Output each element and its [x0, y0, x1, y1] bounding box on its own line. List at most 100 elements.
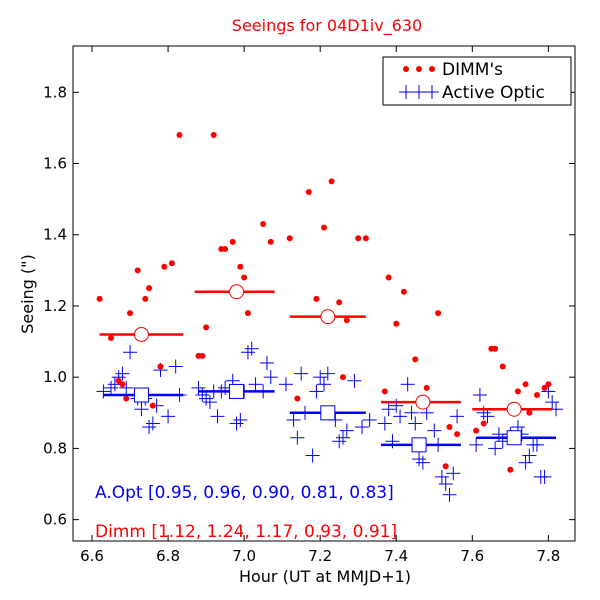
active-optic-point: [134, 402, 149, 417]
active-optic-point: [434, 469, 449, 484]
aopt-means-annotation: A.Opt [0.95, 0.96, 0.90, 0.81, 0.83]: [95, 483, 394, 503]
dimm-point: [381, 388, 388, 395]
active-optic-point: [294, 366, 309, 381]
active-optic-point: [404, 405, 419, 420]
active-optic-point: [381, 402, 396, 417]
legend-active-optic-marker: [425, 85, 439, 99]
active-optic-point: [389, 398, 404, 413]
dimm-point: [241, 274, 248, 281]
dimm-point: [199, 352, 206, 359]
dimm-mean-marker: [229, 284, 245, 300]
active-optic-point: [104, 380, 119, 395]
y-tick-label: 1.0: [43, 368, 67, 386]
active-optic-point: [472, 387, 487, 402]
dimm-point: [115, 377, 122, 384]
dimm-point: [168, 260, 175, 267]
active-optic-point: [518, 455, 533, 470]
dimm-point: [210, 132, 217, 139]
active-optic-point: [412, 452, 427, 467]
dimm-point: [146, 285, 153, 292]
dimm-point: [328, 178, 335, 185]
dimm-point: [305, 189, 312, 196]
legend-markers: [399, 66, 439, 99]
y-tick-label: 1.2: [43, 297, 67, 315]
dimm-point: [393, 320, 400, 327]
active-optic-point: [385, 434, 400, 449]
dimm-point: [119, 381, 126, 388]
y-tick-label: 0.6: [43, 511, 67, 529]
active-optic-point: [427, 423, 442, 438]
aopt-mean-marker: [411, 437, 427, 453]
active-optic-point: [415, 455, 430, 470]
active-optic-point: [336, 430, 351, 445]
dimm-point: [336, 299, 343, 306]
active-optic-point: [244, 341, 259, 356]
legend-active-optic-marker: [412, 85, 426, 99]
dimm-point: [362, 235, 369, 242]
y-tick-label: 1.8: [43, 83, 67, 101]
active-optic-point: [320, 366, 335, 381]
dimm-point: [355, 235, 362, 242]
active-optic-point: [442, 487, 457, 502]
chart-title: Seeings for 04D1iv_630: [232, 16, 422, 36]
dimm-point: [514, 388, 521, 395]
active-optic-point: [537, 469, 552, 484]
active-optic-point: [210, 409, 225, 424]
dimm-mean-marker: [133, 326, 149, 342]
legend-dimm-marker: [416, 66, 422, 72]
active-optic-point: [123, 345, 138, 360]
dimm-point: [108, 335, 115, 342]
dimm-point: [244, 310, 251, 317]
active-optic-point: [377, 416, 392, 431]
active-optic-point: [476, 405, 491, 420]
legend: DIMM's Active Optic: [382, 56, 572, 106]
active-optic-point: [339, 423, 354, 438]
active-optic-point: [202, 395, 217, 410]
active-optic-point: [332, 434, 347, 449]
dimm-point: [492, 345, 499, 352]
active-optic-point: [545, 395, 560, 410]
active-optic-point: [290, 430, 305, 445]
active-optic-point: [191, 380, 206, 395]
active-optic-point: [263, 370, 278, 385]
active-optic-point: [522, 448, 537, 463]
active-optic-point: [248, 377, 263, 392]
active-optic-point: [408, 416, 423, 431]
x-tick-label: 6.8: [156, 547, 180, 565]
dimm-point: [237, 263, 244, 270]
x-tick-label: 7.8: [536, 547, 560, 565]
legend-dimm-marker: [403, 66, 409, 72]
dimm-point: [229, 238, 236, 245]
aopt-mean-marker: [506, 430, 522, 446]
dimm-point: [435, 310, 442, 317]
dimm-point: [134, 267, 141, 274]
dimm-mean-marker: [506, 401, 522, 417]
legend-label-dimm: DIMM's: [442, 60, 503, 80]
dimm-point: [123, 395, 130, 402]
y-axis-title: Seeing ("): [18, 254, 37, 334]
active-optic-point: [438, 477, 453, 492]
legend-dimm-marker: [429, 66, 435, 72]
active-optic-point: [362, 412, 377, 427]
dimm-point: [442, 463, 449, 470]
dimm-point: [157, 363, 164, 370]
dimm-point: [286, 235, 293, 242]
aopt-mean-marker: [133, 387, 149, 403]
active-optic-point: [305, 448, 320, 463]
active-optic-point: [450, 409, 465, 424]
dimm-point: [526, 409, 533, 416]
y-tick-label: 0.8: [43, 439, 67, 457]
active-optic-point: [161, 409, 176, 424]
dimm-point: [541, 384, 548, 391]
active-optic-point: [309, 384, 324, 399]
dimm-point: [343, 317, 350, 324]
dimm-point: [222, 245, 229, 252]
active-optic-point: [313, 370, 328, 385]
dimm-mean-marker: [320, 309, 336, 325]
aopt-mean-marker: [320, 405, 336, 421]
dimm-point: [260, 221, 267, 228]
dimm-point: [313, 295, 320, 302]
aopt-mean-marker: [229, 383, 245, 399]
active-optic-point: [195, 387, 210, 402]
